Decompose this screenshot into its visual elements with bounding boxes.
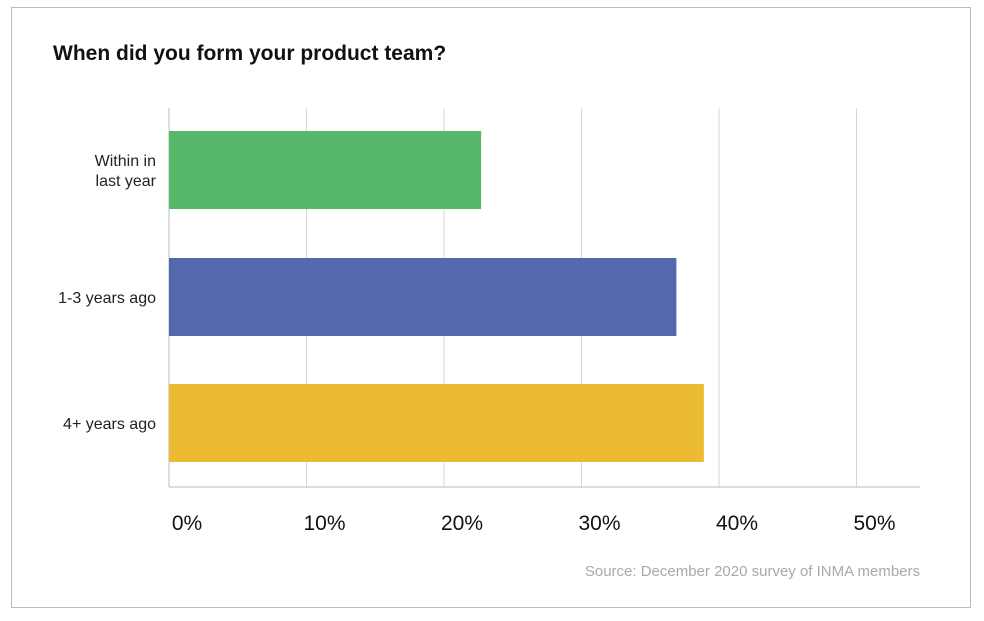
source-note: Source: December 2020 survey of INMA mem…: [584, 563, 920, 580]
x-tick-label-0: 0%: [172, 512, 202, 535]
category-label-1: Within in last year: [95, 153, 157, 190]
chart-title: When did you form your product team?: [53, 42, 447, 65]
x-tick-label-10: 10%: [303, 512, 345, 535]
category-label-3: 4+ years ago: [63, 416, 156, 433]
x-tick-label-50: 50%: [853, 512, 895, 535]
bar-1: [169, 131, 482, 209]
bar-3: [169, 384, 704, 462]
bar-2: [169, 258, 677, 336]
x-tick-label-20: 20%: [441, 512, 483, 535]
x-tick-label-40: 40%: [716, 512, 758, 535]
x-tick-label-30: 30%: [578, 512, 620, 535]
category-label-2: 1-3 years ago: [58, 290, 156, 307]
